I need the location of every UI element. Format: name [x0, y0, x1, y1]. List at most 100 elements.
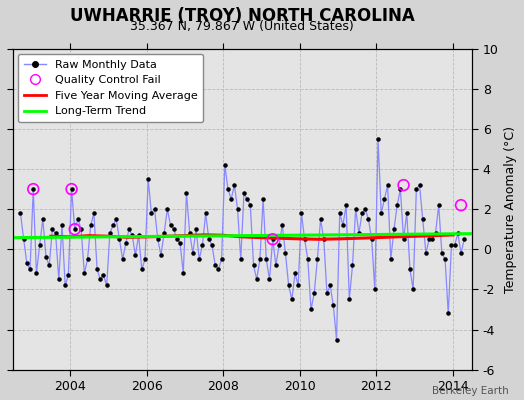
- Point: [447, 242, 456, 248]
- Point: [26, 266, 34, 272]
- Point: [217, 256, 226, 262]
- Point: [438, 250, 446, 256]
- Point: [214, 266, 223, 272]
- Point: [444, 310, 452, 317]
- Point: [434, 202, 443, 208]
- Point: [233, 206, 242, 212]
- Point: [227, 196, 235, 202]
- Point: [36, 242, 44, 248]
- Point: [268, 236, 277, 242]
- Point: [393, 202, 401, 208]
- Point: [460, 236, 468, 242]
- Point: [90, 210, 98, 216]
- Point: [211, 262, 220, 268]
- Point: [352, 206, 360, 212]
- Point: [342, 202, 350, 208]
- Point: [243, 196, 252, 202]
- Point: [29, 186, 37, 192]
- Point: [236, 256, 245, 262]
- Point: [399, 236, 408, 242]
- Point: [112, 216, 121, 222]
- Point: [29, 186, 37, 192]
- Point: [307, 306, 315, 313]
- Point: [106, 230, 114, 236]
- Point: [173, 236, 181, 242]
- Point: [364, 216, 373, 222]
- Point: [224, 186, 232, 192]
- Point: [297, 210, 305, 216]
- Point: [374, 136, 382, 142]
- Point: [19, 236, 28, 242]
- Point: [71, 226, 79, 232]
- Point: [326, 282, 334, 288]
- Point: [361, 206, 369, 212]
- Point: [454, 230, 462, 236]
- Point: [384, 182, 392, 188]
- Point: [166, 222, 174, 228]
- Point: [77, 226, 85, 232]
- Point: [428, 236, 436, 242]
- Point: [345, 296, 354, 303]
- Point: [16, 210, 25, 216]
- Point: [169, 226, 178, 232]
- Point: [58, 222, 66, 228]
- Point: [240, 190, 248, 196]
- Point: [377, 210, 386, 216]
- Point: [96, 276, 104, 282]
- Point: [313, 256, 322, 262]
- Title: UWHARRIE (TROY) NORTH CAROLINA: UWHARRIE (TROY) NORTH CAROLINA: [70, 7, 414, 25]
- Point: [144, 176, 152, 182]
- Point: [131, 252, 139, 258]
- Y-axis label: Temperature Anomaly (°C): Temperature Anomaly (°C): [504, 126, 517, 293]
- Point: [300, 236, 309, 242]
- Point: [268, 236, 277, 242]
- Point: [390, 226, 398, 232]
- Point: [431, 230, 440, 236]
- Point: [230, 182, 238, 188]
- Point: [182, 190, 191, 196]
- Point: [320, 236, 328, 242]
- Point: [68, 186, 76, 192]
- Point: [195, 256, 203, 262]
- Point: [409, 286, 417, 293]
- Point: [71, 226, 79, 232]
- Text: Berkeley Earth: Berkeley Earth: [432, 386, 508, 396]
- Point: [118, 256, 127, 262]
- Point: [150, 206, 159, 212]
- Point: [189, 250, 197, 256]
- Point: [135, 232, 143, 238]
- Point: [335, 210, 344, 216]
- Point: [163, 206, 171, 212]
- Point: [45, 262, 53, 268]
- Point: [246, 202, 255, 208]
- Point: [355, 230, 363, 236]
- Point: [68, 186, 76, 192]
- Point: [23, 260, 31, 266]
- Point: [54, 276, 63, 282]
- Point: [208, 242, 216, 248]
- Point: [74, 216, 82, 222]
- Point: [122, 240, 130, 246]
- Point: [64, 272, 72, 278]
- Point: [399, 182, 408, 188]
- Point: [316, 216, 325, 222]
- Point: [288, 296, 296, 303]
- Point: [253, 276, 261, 282]
- Point: [370, 286, 379, 293]
- Point: [256, 256, 264, 262]
- Legend: Raw Monthly Data, Quality Control Fail, Five Year Moving Average, Long-Term Tren: Raw Monthly Data, Quality Control Fail, …: [18, 54, 203, 122]
- Point: [201, 210, 210, 216]
- Point: [109, 222, 117, 228]
- Point: [285, 282, 293, 288]
- Point: [339, 222, 347, 228]
- Point: [380, 196, 389, 202]
- Point: [416, 182, 424, 188]
- Point: [128, 232, 136, 238]
- Point: [192, 226, 200, 232]
- Point: [419, 216, 427, 222]
- Point: [275, 242, 283, 248]
- Point: [265, 276, 274, 282]
- Point: [157, 252, 165, 258]
- Text: 35.367 N, 79.867 W (United States): 35.367 N, 79.867 W (United States): [130, 20, 354, 33]
- Point: [103, 282, 111, 288]
